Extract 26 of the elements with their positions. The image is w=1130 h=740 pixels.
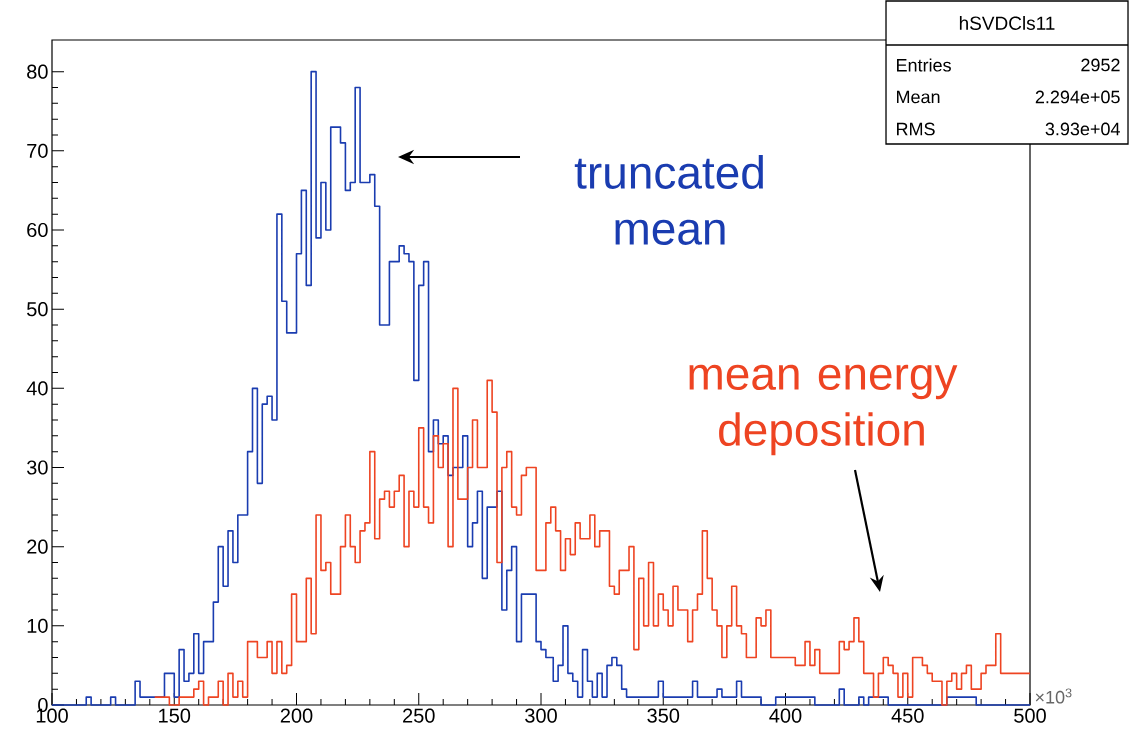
text: 3.93e+04 bbox=[1045, 122, 1120, 136]
x-tick-label: 350 bbox=[647, 708, 680, 723]
y-tick-label: 80 bbox=[27, 64, 48, 79]
x-tick-label: 500 bbox=[1014, 708, 1046, 723]
text: 2.294e+05 bbox=[1035, 90, 1120, 104]
y-tick-label: 50 bbox=[27, 302, 48, 317]
annotation: Mean bbox=[897, 90, 940, 104]
x-tick-label: 250 bbox=[403, 708, 435, 723]
y-tick-label: 20 bbox=[27, 539, 48, 554]
y-tick-label: 10 bbox=[27, 618, 48, 633]
x-tick-label: 300 bbox=[525, 708, 557, 723]
text: 2952 bbox=[1081, 58, 1120, 72]
y-tick-label: 60 bbox=[27, 222, 48, 238]
y-tick-label: 70 bbox=[27, 143, 48, 158]
annotation: RMS bbox=[897, 122, 935, 136]
y-tick-label: 30 bbox=[26, 460, 48, 475]
annotation: mean energy deposition bbox=[689, 364, 958, 456]
annotation: truncated mean bbox=[574, 155, 763, 245]
x-tick-label: 400 bbox=[769, 708, 802, 723]
text: hSVDCls11 bbox=[959, 16, 1055, 30]
annotation: Entries bbox=[897, 58, 951, 72]
x-tick-label: 450 bbox=[891, 708, 924, 723]
x-tick-label: 200 bbox=[280, 708, 313, 723]
x-tick-label: 150 bbox=[159, 708, 191, 723]
y-tick-label: 40 bbox=[26, 381, 48, 396]
text: ×10$^{3}$ bbox=[1035, 688, 1072, 704]
